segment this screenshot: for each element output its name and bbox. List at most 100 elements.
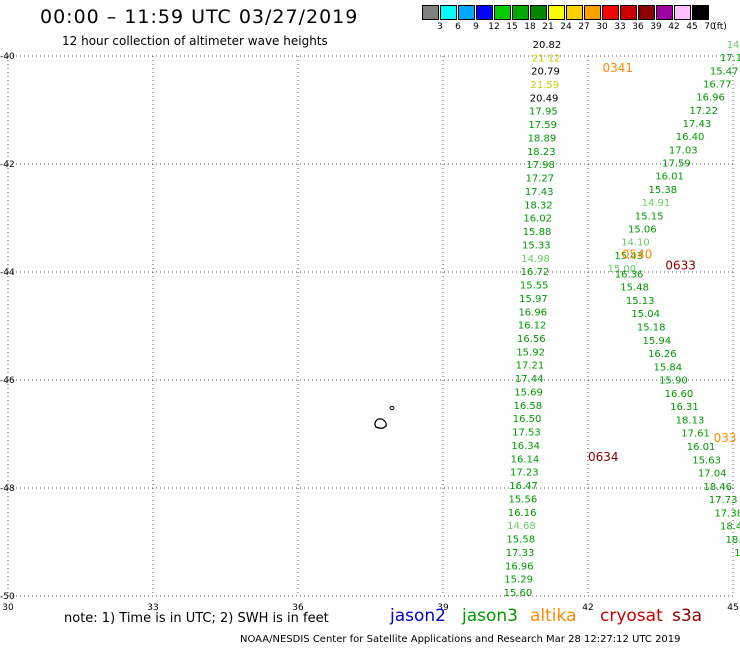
legend-swatch (512, 5, 529, 20)
wave-height-label: 15.29 (504, 575, 533, 586)
wave-height-label: 17.22 (689, 106, 718, 117)
wave-height-label: 21.59 (530, 80, 559, 91)
wave-height-label: 15.84 (654, 362, 683, 373)
wave-height-label: 15.97 (519, 294, 548, 305)
wave-height-label: 17.95 (529, 107, 558, 118)
legend-swatch (620, 5, 637, 20)
wave-height-label: 18.46 (703, 482, 732, 493)
wave-height-label: 17.53 (512, 428, 541, 439)
wave-height-label: 15.55 (520, 281, 549, 292)
legend-label: 27 (578, 22, 590, 32)
wave-height-label: 15.69 (514, 387, 543, 398)
time-label: 0633 (665, 258, 696, 272)
wave-height-label: 17.33 (506, 548, 535, 559)
legend-label: 18 (524, 22, 536, 32)
legend-label: 36 (632, 22, 644, 32)
footer-credit: NOAA/NESDIS Center for Satellite Applica… (240, 634, 681, 645)
legend-label: 70 (704, 22, 716, 32)
wave-height-label: 14.91 (642, 198, 671, 209)
wave-height-label: 17.59 (662, 159, 691, 170)
satellite-label-s3a: s3a (672, 606, 703, 626)
legend-swatch (530, 5, 547, 20)
wave-height-label: 15.04 (631, 309, 660, 320)
wave-height-label: 16.60 (665, 389, 694, 400)
legend-label: 12 (488, 22, 500, 32)
wave-height-label: 15.60 (504, 588, 533, 599)
legend-label: 30 (596, 22, 608, 32)
wave-height-label: 15.18 (637, 323, 666, 334)
legend-swatch (674, 5, 691, 20)
wave-height-label: 18.13 (676, 415, 705, 426)
time-label: 0540 (622, 248, 653, 262)
wave-height-label: 14.98 (521, 254, 550, 265)
wave-height-label: 14.1 (727, 40, 740, 51)
legend-swatch (422, 5, 439, 20)
islet-outline (389, 406, 395, 410)
wave-height-label: 16.12 (518, 321, 547, 332)
wave-height-label: 17.43 (683, 119, 712, 130)
wave-height-label: 17.5 (734, 548, 740, 559)
wave-height-label: 15.43 (614, 251, 643, 262)
wave-height-label: 15.48 (620, 283, 649, 294)
legend-swatch (458, 5, 475, 20)
legend-label: 39 (650, 22, 662, 32)
satellite-label-altika: altika (530, 606, 577, 626)
legend-swatch (638, 5, 655, 20)
legend-swatch (656, 5, 673, 20)
wave-height-label: 17.21 (516, 361, 545, 372)
legend-label: 42 (668, 22, 680, 32)
legend-label: 24 (560, 22, 572, 32)
legend-label: 15 (506, 22, 518, 32)
wave-height-label: 15.00 (608, 264, 637, 275)
x-tick-label: 39 (437, 603, 449, 613)
legend-swatch (440, 5, 457, 20)
y-tick-label: -46 (0, 376, 15, 386)
wave-height-label: 21.12 (532, 53, 561, 64)
time-label: 0634 (588, 450, 619, 464)
wave-height-label: 15.90 (659, 376, 688, 387)
satellite-label-jason2: jason2 (390, 606, 446, 626)
legend-label: 3 (437, 22, 443, 32)
wave-height-label: 15.15 (635, 211, 664, 222)
legend-swatch (476, 5, 493, 20)
wave-height-label: 18.48 (720, 522, 740, 533)
x-tick-label: 33 (147, 603, 158, 613)
wave-height-label: 17.98 (526, 160, 555, 171)
wave-height-label: 15.58 (506, 535, 535, 546)
color-legend: 3 6 9 12 15 18 21 24 27 30 33 36 39 42 45 70 (ft) (422, 5, 728, 35)
wave-height-label: 15.63 (692, 455, 721, 466)
wave-height-label: 16.26 (648, 349, 677, 360)
wave-height-label: 18.89 (528, 133, 557, 144)
legend-swatch (584, 5, 601, 20)
wave-height-label: 16.58 (513, 401, 542, 412)
wave-height-label: 17.73 (709, 495, 738, 506)
wave-height-label: 16.36 (615, 269, 644, 280)
wave-height-label: 17.44 (515, 374, 544, 385)
island-outline (374, 418, 387, 429)
wave-height-label: 17.38 (714, 508, 740, 519)
wave-height-label: 15.92 (516, 347, 545, 358)
page-title: 00:00 – 11:59 UTC 03/27/2019 (40, 6, 359, 28)
wave-height-label: 20.82 (533, 40, 562, 51)
wave-height-label: 15.06 (628, 224, 657, 235)
wave-height-label: 17.27 (526, 174, 555, 185)
y-tick-label: -40 (0, 52, 15, 62)
wave-height-label: 16.02 (523, 214, 552, 225)
legend-label: 33 (614, 22, 626, 32)
time-label: 033 (714, 431, 737, 445)
wave-height-label: 16.96 (696, 93, 725, 104)
wave-height-label: 16.50 (513, 414, 542, 425)
wave-height-label: 16.96 (518, 307, 547, 318)
x-tick-label: 45 (727, 603, 738, 613)
wave-height-label: 15.38 (648, 185, 677, 196)
legend-label: 6 (455, 22, 461, 32)
wave-height-label: 16.14 (511, 454, 540, 465)
wave-height-label: 17.03 (669, 145, 698, 156)
wave-height-label: 14.68 (507, 521, 536, 532)
page-subtitle: 12 hour collection of altimeter wave hei… (62, 34, 328, 48)
y-tick-label: -48 (0, 484, 15, 494)
wave-height-label: 17.61 (681, 429, 710, 440)
wave-height-label: 16.56 (517, 334, 546, 345)
x-tick-label: 36 (292, 603, 304, 613)
